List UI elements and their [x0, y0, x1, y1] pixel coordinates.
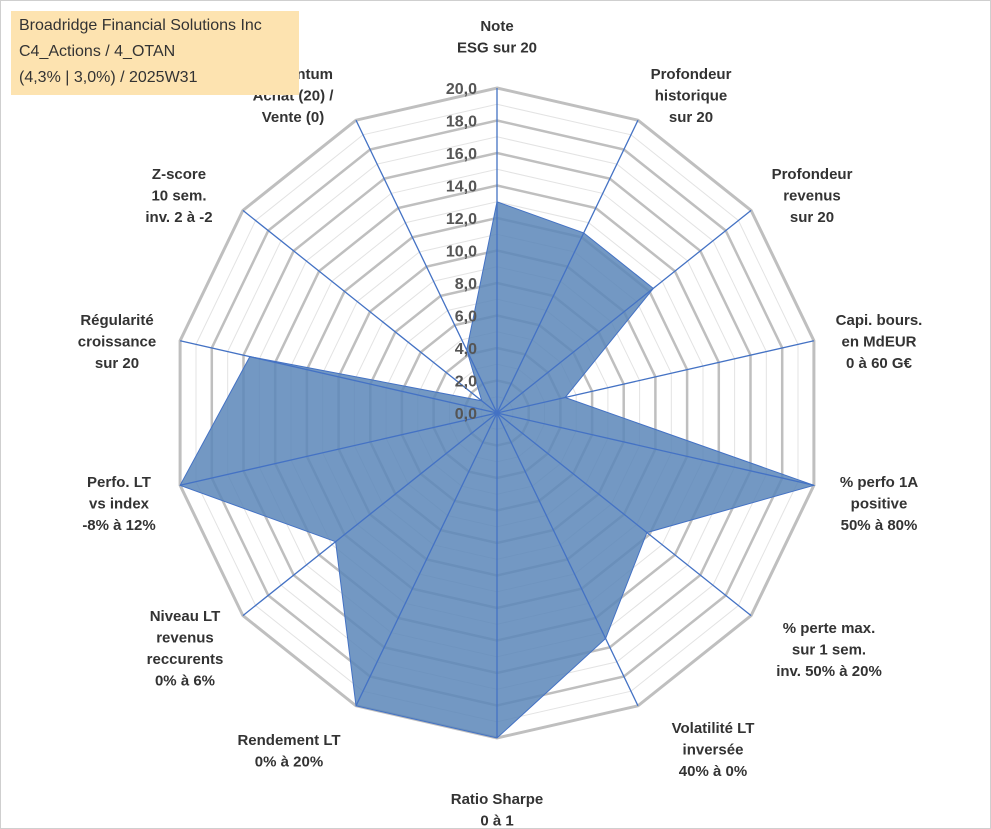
axis-label-4: % perfo 1A positive 50% à 80%	[840, 474, 919, 534]
axis-label-7: Ratio Sharpe 0 à 1	[451, 791, 544, 828]
company-name: Broadridge Financial Solutions Inc	[19, 17, 262, 34]
tick-label: 20,0	[446, 81, 477, 98]
tick-label: 14,0	[446, 179, 477, 196]
tick-labels: 0,0 2,0 4,0 6,0 8,0 10,0 12,0 14,0 16,0 18,0 20,0	[446, 81, 477, 423]
spoke-12	[242, 209, 498, 414]
spoke-5	[496, 412, 752, 617]
axis-label-0: Note ESG sur 20	[457, 18, 537, 57]
portfolio-name: C4_Actions / 4_OTAN	[19, 43, 176, 60]
spoke-10	[179, 412, 498, 486]
tick-label: 10,0	[446, 244, 477, 261]
axis-label-5: % perte max. sur 1 sem. inv. 50% à 20%	[776, 620, 882, 680]
tick-label: 0,0	[455, 406, 477, 423]
axis-label-6: Volatilité LT inversée 40% à 0%	[672, 720, 755, 780]
axis-label-11: Régularité croissance sur 20	[78, 312, 156, 372]
axis-label-8: Rendement LT 0% à 20%	[237, 732, 340, 771]
axis-labels: Note ESG sur 20 Profondeur historique sur 20…	[78, 18, 923, 828]
spoke-1	[496, 119, 639, 414]
spoke-13	[355, 119, 498, 414]
spoke-4	[496, 412, 815, 486]
tick-label: 6,0	[455, 309, 477, 326]
spoke-9	[242, 412, 498, 617]
axis-label-10: Perfo. LT vs index -8% à 12%	[82, 474, 155, 534]
spoke-11	[179, 340, 498, 414]
axis-label-3: Capi. bours. en MdEUR 0 à 60 G€	[836, 312, 923, 372]
stats-line: (4,3% | 3,0%) / 2025W31	[19, 69, 198, 86]
axis-label-12: Z-score 10 sem. inv. 2 à -2	[145, 166, 212, 226]
spoke-8	[355, 412, 498, 707]
info-box: Broadridge Financial Solutions Inc C4_Ac…	[11, 11, 299, 95]
tick-label: 18,0	[446, 114, 477, 131]
axis-label-1: Profondeur historique sur 20	[651, 66, 732, 126]
tick-label: 2,0	[455, 374, 477, 391]
axis-label-9: Niveau LT revenus reccurents 0% à 6%	[147, 608, 224, 690]
tick-label: 4,0	[455, 341, 477, 358]
axis-label-2: Profondeur revenus sur 20	[772, 166, 853, 226]
spokes	[179, 88, 815, 738]
tick-label: 12,0	[446, 211, 477, 228]
spoke-3	[496, 340, 815, 414]
spoke-2	[496, 209, 752, 414]
tick-label: 8,0	[455, 276, 477, 293]
tick-label: 16,0	[446, 146, 477, 163]
spoke-6	[496, 412, 639, 707]
